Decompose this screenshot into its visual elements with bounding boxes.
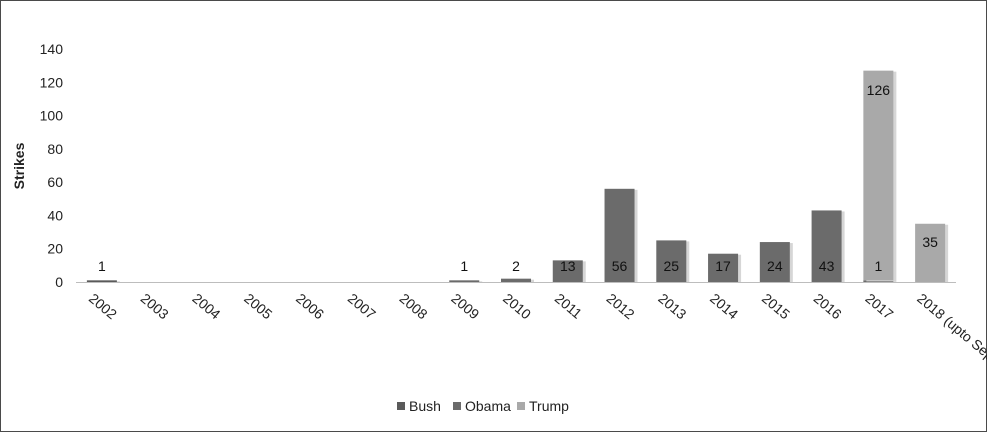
x-tick-label-2012: 2012 <box>604 290 638 322</box>
legend-swatch-trump <box>517 402 525 410</box>
y-tick-label: 100 <box>40 108 64 124</box>
legend-label-trump: Trump <box>529 398 569 414</box>
x-tick-label-2013: 2013 <box>655 290 689 322</box>
data-label-2012-obama: 56 <box>612 258 628 274</box>
data-label-2016-obama: 43 <box>819 258 835 274</box>
bar-trump-2017 <box>863 71 893 281</box>
y-tick-label: 40 <box>47 207 63 223</box>
data-label-2017-trump: 126 <box>867 82 891 98</box>
x-tick-label-2018-upto-sep: 2018 (upto Sep) <box>914 290 987 367</box>
data-label-2011-obama: 13 <box>560 258 576 274</box>
x-tick-label-2010: 2010 <box>500 290 534 322</box>
data-label-2015-obama: 24 <box>767 258 783 274</box>
x-tick-label-2003: 2003 <box>138 290 172 322</box>
data-label-2017-obama: 1 <box>874 258 882 274</box>
y-axis-title: Strikes <box>11 142 27 189</box>
bars <box>87 71 948 283</box>
x-tick-label-2005: 2005 <box>241 290 275 322</box>
data-label-2018-upto-sep-trump: 35 <box>922 234 938 250</box>
x-tick-label-2007: 2007 <box>345 290 379 322</box>
y-tick-label: 20 <box>47 241 63 257</box>
x-tick-label-2004: 2004 <box>189 290 223 322</box>
bar-obama-2010 <box>501 279 531 282</box>
y-tick-label: 0 <box>55 274 63 290</box>
x-tick-label-2008: 2008 <box>397 290 431 322</box>
data-label-2013-obama: 25 <box>664 258 680 274</box>
legend-swatch-bush <box>397 402 405 410</box>
legend-label-obama: Obama <box>465 398 511 414</box>
y-tick-label: 120 <box>40 74 64 90</box>
y-axis-ticks: 0 20 40 60 80 100 120 140 <box>40 41 64 290</box>
x-tick-label-2006: 2006 <box>293 290 327 322</box>
x-tick-label-2002: 2002 <box>86 290 120 322</box>
data-label-2010-obama: 2 <box>512 258 520 274</box>
x-tick-label-2014: 2014 <box>707 290 741 322</box>
x-axis-ticks: 2002 2003 2004 2005 2006 2007 2008 2009 2010 2011… <box>86 290 987 367</box>
x-tick-label-2015: 2015 <box>759 290 793 322</box>
legend-swatch-obama <box>453 402 461 410</box>
data-label-2014-obama: 17 <box>715 258 731 274</box>
bar-obama-2009 <box>449 280 479 282</box>
data-label-2002-bush: 1 <box>98 258 106 274</box>
data-label-2009-obama: 1 <box>460 258 468 274</box>
x-tick-label-2011: 2011 <box>552 290 586 322</box>
x-tick-label-2009: 2009 <box>448 290 482 322</box>
legend: Bush Obama Trump <box>397 398 569 414</box>
y-tick-label: 140 <box>40 41 64 57</box>
x-tick-label-2017: 2017 <box>862 290 896 322</box>
y-tick-label: 80 <box>47 141 63 157</box>
legend-label-bush: Bush <box>409 398 441 414</box>
y-tick-label: 60 <box>47 174 63 190</box>
bar-trump-2018-upto-sep <box>915 224 945 282</box>
bar-bush-2002 <box>87 280 117 282</box>
x-tick-label-2016: 2016 <box>811 290 845 322</box>
